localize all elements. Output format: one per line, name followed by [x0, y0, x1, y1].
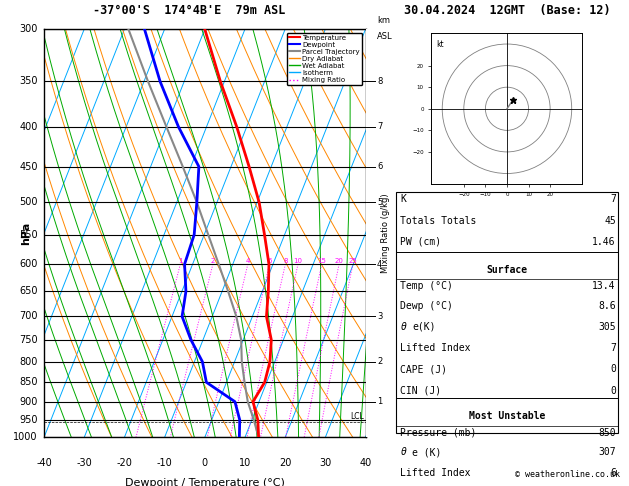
Text: 4: 4	[377, 260, 382, 269]
Text: 400: 400	[19, 122, 38, 132]
Text: hPa: hPa	[21, 222, 31, 245]
Text: -30: -30	[76, 458, 92, 468]
Text: CAPE (J): CAPE (J)	[401, 364, 447, 374]
Text: θ: θ	[401, 322, 406, 332]
Legend: Temperature, Dewpoint, Parcel Trajectory, Dry Adiabat, Wet Adiabat, Isotherm, Mi: Temperature, Dewpoint, Parcel Trajectory…	[287, 33, 362, 85]
Text: 10: 10	[239, 458, 251, 468]
Text: 650: 650	[19, 286, 38, 296]
Text: 3: 3	[377, 312, 382, 321]
Text: Dewp (°C): Dewp (°C)	[401, 301, 454, 311]
Text: 2: 2	[377, 357, 382, 366]
Text: 307: 307	[598, 447, 616, 457]
Text: Most Unstable: Most Unstable	[469, 411, 545, 421]
Text: -37°00'S  174°4B'E  79m ASL: -37°00'S 174°4B'E 79m ASL	[92, 4, 285, 17]
Text: 40: 40	[359, 458, 372, 468]
Text: 750: 750	[19, 335, 38, 345]
Text: 0: 0	[610, 385, 616, 396]
Text: 1: 1	[377, 397, 382, 406]
Text: 0: 0	[202, 458, 208, 468]
Text: 450: 450	[19, 162, 38, 172]
Text: 350: 350	[19, 76, 38, 87]
Text: Lifted Index: Lifted Index	[401, 469, 471, 478]
Text: K: K	[401, 194, 406, 205]
Text: Mixing Ratio (g/kg): Mixing Ratio (g/kg)	[381, 193, 390, 273]
Text: 2: 2	[211, 258, 215, 264]
Text: 15: 15	[317, 258, 326, 264]
Text: 900: 900	[19, 397, 38, 407]
Text: Totals Totals: Totals Totals	[401, 216, 477, 226]
Text: 305: 305	[598, 322, 616, 332]
Text: 0: 0	[610, 364, 616, 374]
Text: e (K): e (K)	[412, 447, 442, 457]
Text: 6: 6	[377, 162, 382, 171]
Text: 8.6: 8.6	[598, 301, 616, 311]
Text: Temp (°C): Temp (°C)	[401, 281, 454, 292]
Text: 20: 20	[335, 258, 343, 264]
Text: Pressure (mb): Pressure (mb)	[401, 428, 477, 438]
Text: 550: 550	[19, 230, 38, 240]
Text: 30.04.2024  12GMT  (Base: 12): 30.04.2024 12GMT (Base: 12)	[404, 4, 610, 17]
Text: Lifted Index: Lifted Index	[401, 343, 471, 353]
Text: 1: 1	[178, 258, 182, 264]
Text: -10: -10	[157, 458, 172, 468]
Text: 1000: 1000	[13, 433, 38, 442]
Text: 30: 30	[319, 458, 331, 468]
Text: 13.4: 13.4	[593, 281, 616, 292]
Text: PW (cm): PW (cm)	[401, 237, 442, 247]
Text: θ: θ	[401, 447, 406, 457]
Text: © weatheronline.co.uk: © weatheronline.co.uk	[515, 470, 620, 479]
FancyBboxPatch shape	[396, 192, 618, 434]
Text: 850: 850	[598, 428, 616, 438]
Text: 1.46: 1.46	[593, 237, 616, 247]
Text: 300: 300	[19, 24, 38, 34]
Text: 6: 6	[267, 258, 272, 264]
Text: 45: 45	[604, 216, 616, 226]
Text: 5: 5	[377, 198, 382, 207]
Text: 20: 20	[279, 458, 291, 468]
Text: 700: 700	[19, 312, 38, 321]
Text: 7: 7	[610, 194, 616, 205]
Text: 7: 7	[610, 343, 616, 353]
Text: LCL: LCL	[350, 412, 364, 421]
Text: km: km	[377, 16, 390, 25]
Text: 600: 600	[19, 259, 38, 269]
Text: 850: 850	[19, 377, 38, 387]
Text: 4: 4	[246, 258, 250, 264]
Text: 25: 25	[348, 258, 357, 264]
Text: 800: 800	[19, 357, 38, 367]
Text: -40: -40	[36, 458, 52, 468]
Text: 10: 10	[294, 258, 303, 264]
Text: 950: 950	[19, 415, 38, 425]
Text: 7: 7	[377, 122, 382, 131]
Text: 8: 8	[377, 77, 382, 86]
Text: Dewpoint / Temperature (°C): Dewpoint / Temperature (°C)	[125, 478, 285, 486]
Text: 6: 6	[610, 469, 616, 478]
Text: ASL: ASL	[377, 33, 392, 41]
Text: Surface: Surface	[486, 264, 528, 275]
Text: e(K): e(K)	[412, 322, 435, 332]
Text: 500: 500	[19, 197, 38, 208]
Text: CIN (J): CIN (J)	[401, 385, 442, 396]
Text: -20: -20	[116, 458, 132, 468]
Text: 8: 8	[283, 258, 287, 264]
